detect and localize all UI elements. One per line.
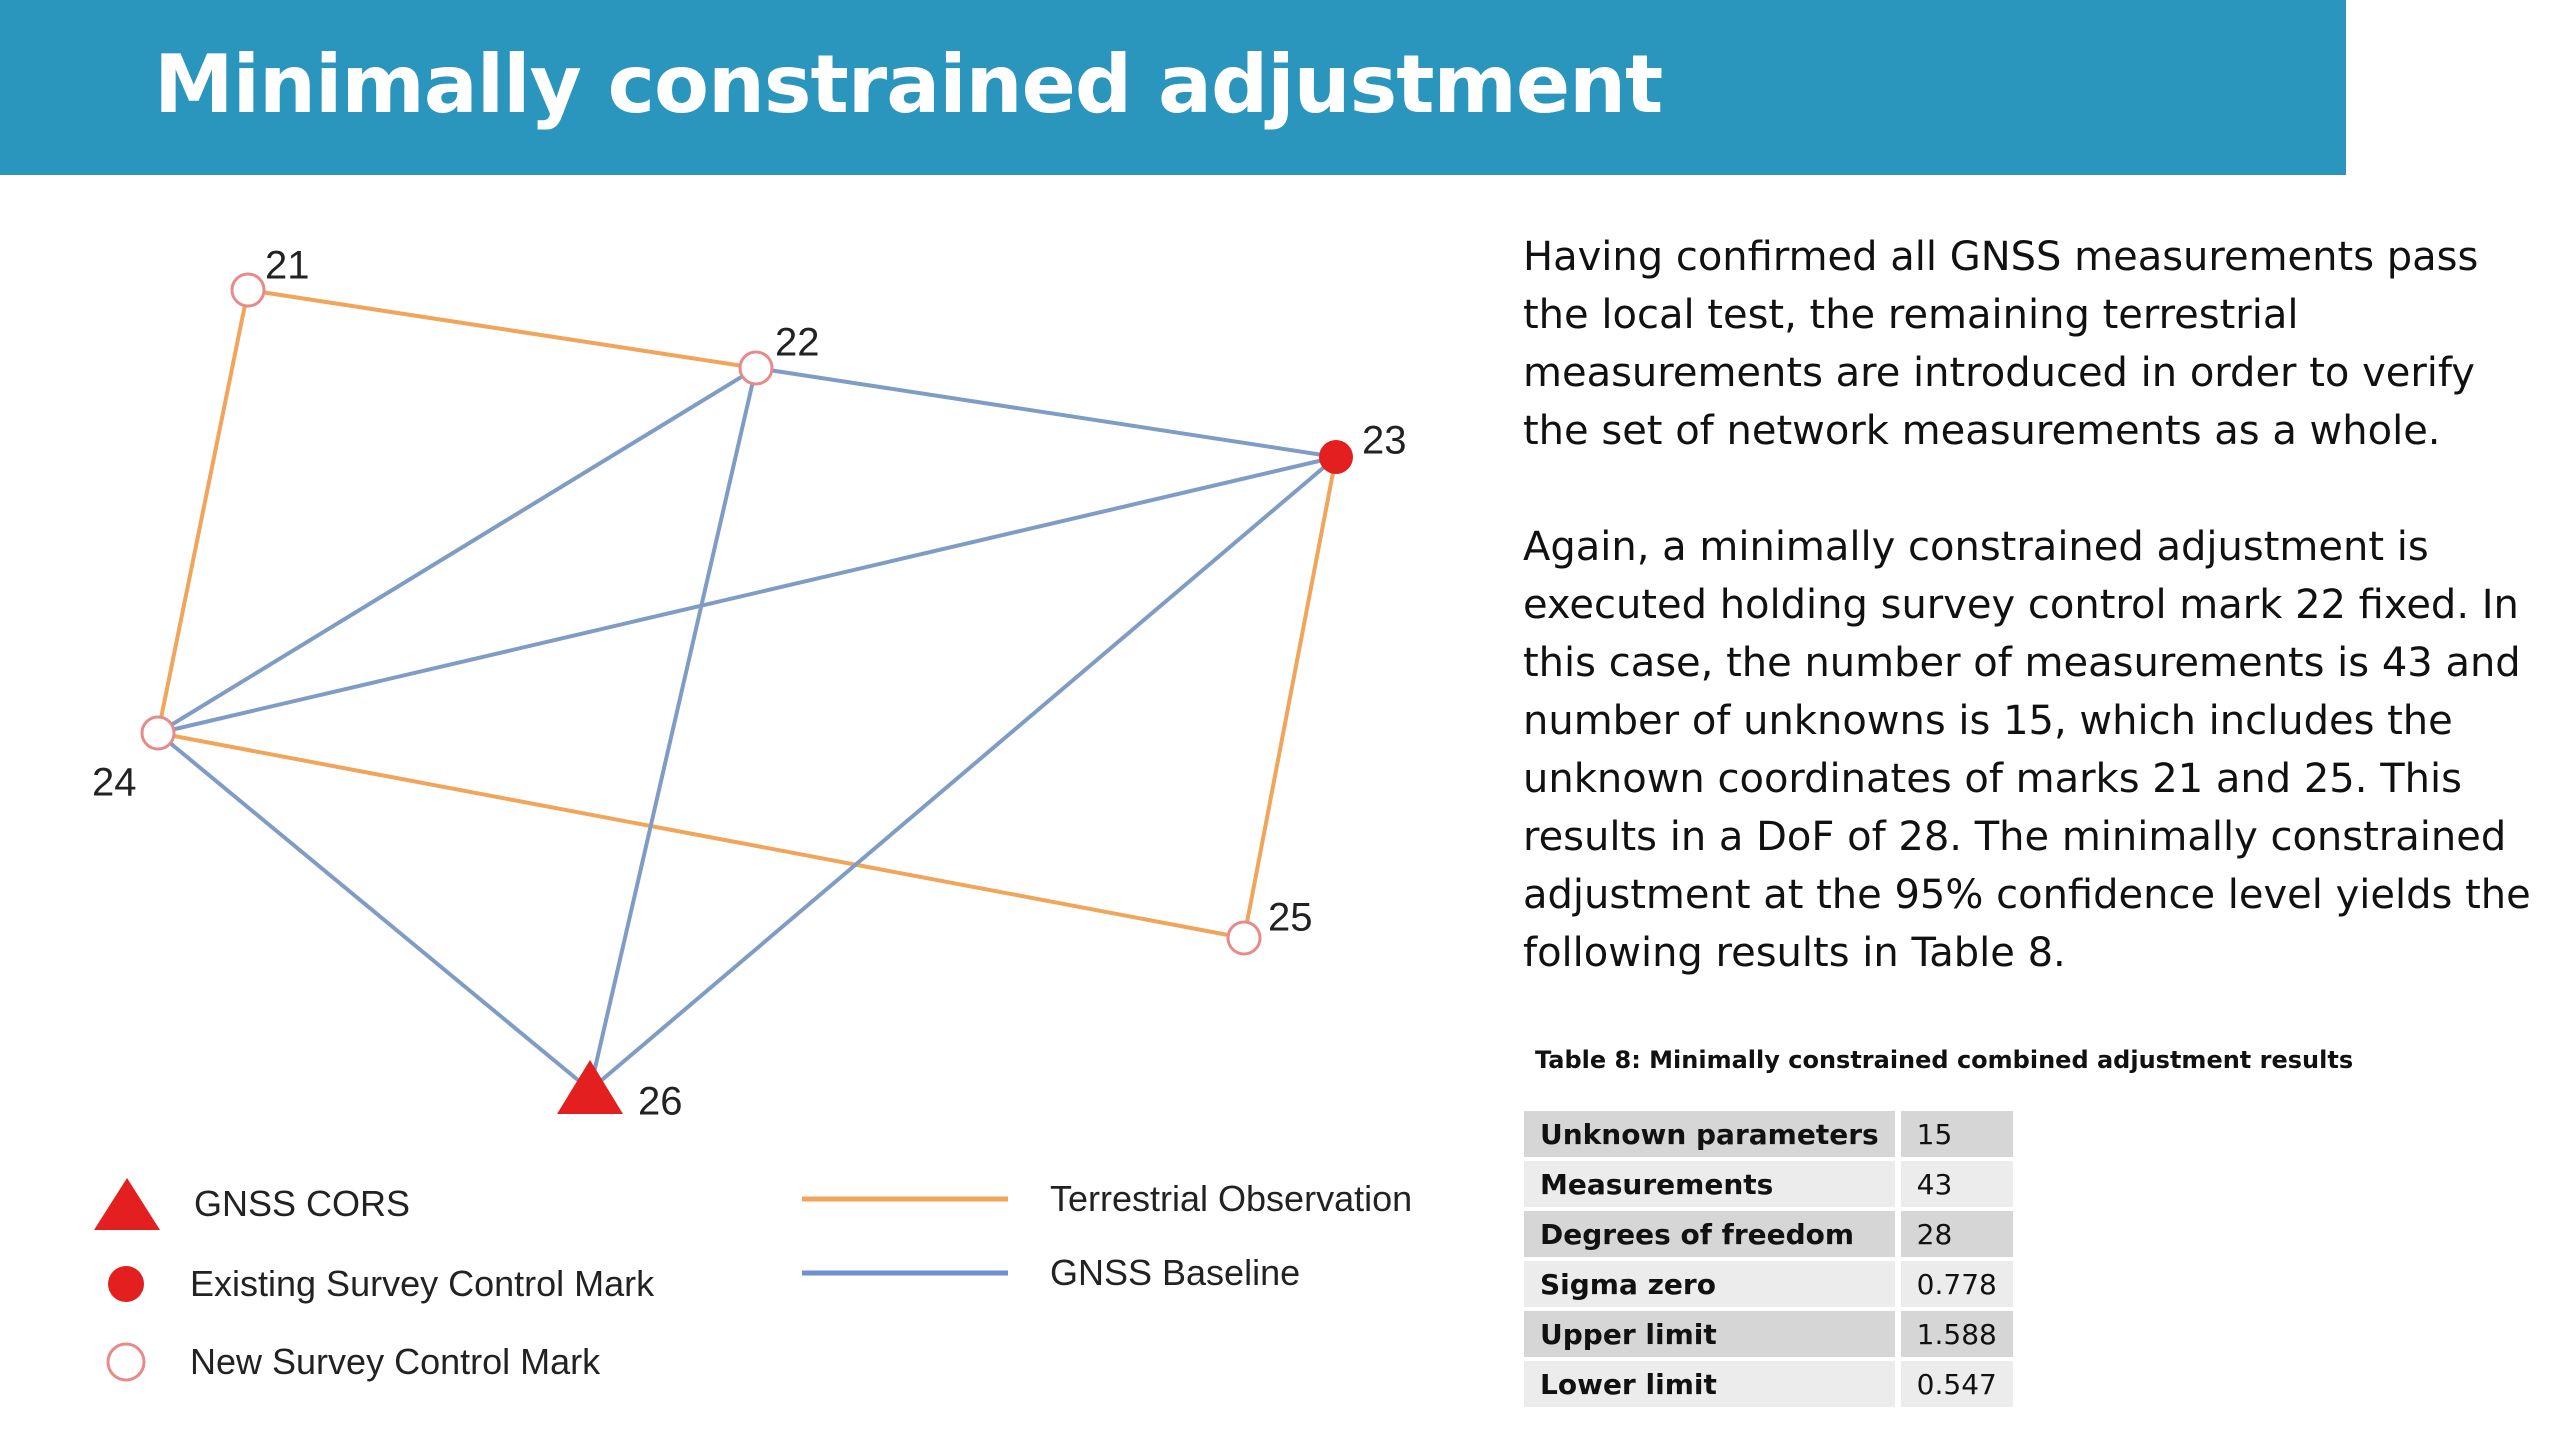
table-row-label: Measurements xyxy=(1524,1161,1895,1207)
table-caption: Table 8: Minimally constrained combined … xyxy=(1535,1046,2354,1074)
open-circle-icon xyxy=(106,1342,146,1382)
mark-25 xyxy=(1226,920,1262,956)
legend-terrestrial-label: Terrestrial Observation xyxy=(1050,1178,1413,1219)
table-row: Unknown parameters 15 xyxy=(1524,1111,2013,1157)
table-row-label: Unknown parameters xyxy=(1524,1111,1895,1157)
table-row-label: Sigma zero xyxy=(1524,1261,1895,1307)
table-row: Upper limit 1.588 xyxy=(1524,1311,2013,1357)
orange-line-icon xyxy=(802,1196,1008,1202)
table-row: Degrees of freedom 28 xyxy=(1524,1211,2013,1257)
terrestrial-observation-21-24 xyxy=(156,289,250,734)
paragraph-1: Having confirmed all GNSS measurements p… xyxy=(1523,234,2479,454)
triangle-icon xyxy=(94,1178,160,1230)
legend-existing-label: Existing Survey Control Mark xyxy=(190,1263,655,1304)
table-row-value: 1.588 xyxy=(1900,1311,2013,1357)
legend-new-label: New Survey Control Mark xyxy=(190,1341,601,1382)
table-row-value: 43 xyxy=(1900,1161,2013,1207)
table-row: Lower limit 0.547 xyxy=(1524,1361,2013,1407)
mark-24 xyxy=(140,715,176,751)
mark-label-23: 23 xyxy=(1362,419,1407,463)
legend-new: New Survey Control Mark xyxy=(104,1340,600,1384)
gnss-baseline-24-26 xyxy=(156,731,592,1092)
body-text: Having confirmed all GNSS measurements p… xyxy=(1523,228,2533,982)
legend-gnss: GNSS Baseline xyxy=(800,1252,1300,1294)
table-row-value: 0.547 xyxy=(1900,1361,2013,1407)
terrestrial-observation-24-25 xyxy=(157,731,1245,940)
table-row-label: Degrees of freedom xyxy=(1524,1211,1895,1257)
gnss-baseline-22-26 xyxy=(588,367,758,1091)
table-row: Sigma zero 0.778 xyxy=(1524,1261,2013,1307)
legend-terrestrial: Terrestrial Observation xyxy=(800,1178,1412,1220)
mark-label-22: 22 xyxy=(775,321,820,365)
blue-line-icon xyxy=(802,1270,1008,1276)
table-row-label: Lower limit xyxy=(1524,1361,1895,1407)
network-diagram: 21 22 23 24 25 26 xyxy=(92,244,1407,1124)
results-table: Unknown parameters 15 Measurements 43 Degree… xyxy=(1518,1107,2019,1411)
nodes-group xyxy=(140,272,1353,1114)
gnss-baseline-23-24 xyxy=(157,455,1337,735)
gnss-baseline-22-24 xyxy=(156,366,758,735)
legend-cors: GNSS CORS xyxy=(92,1176,410,1232)
title-bar: Minimally constrained adjustment xyxy=(0,0,2346,175)
legend-cors-label: GNSS CORS xyxy=(194,1183,411,1224)
table-row-label: Upper limit xyxy=(1524,1311,1895,1357)
terrestrial-observation-23-25 xyxy=(1242,456,1338,939)
gnss-baseline-23-26 xyxy=(588,455,1338,1092)
labels-group: 21 22 23 24 25 26 xyxy=(92,244,1407,1124)
mark-22 xyxy=(738,350,774,386)
table-row-value: 28 xyxy=(1900,1211,2013,1257)
paragraph-2: Again, a minimally constrained adjustmen… xyxy=(1523,524,2531,976)
terrestrial-observation-21-22 xyxy=(247,288,757,370)
table-row-value: 15 xyxy=(1900,1111,2013,1157)
filled-circle-icon xyxy=(108,1266,144,1302)
mark-26 xyxy=(557,1060,623,1114)
mark-label-26: 26 xyxy=(638,1080,683,1124)
table-row-value: 0.778 xyxy=(1900,1261,2013,1307)
mark-21 xyxy=(230,272,266,308)
slide-title: Minimally constrained adjustment xyxy=(154,38,1663,131)
mark-label-24: 24 xyxy=(92,761,137,805)
legend-existing: Existing Survey Control Mark xyxy=(104,1262,654,1306)
legend-gnss-label: GNSS Baseline xyxy=(1050,1252,1301,1293)
mark-label-21: 21 xyxy=(265,244,310,288)
gnss-baseline-22-23 xyxy=(755,366,1337,459)
edges-group xyxy=(156,288,1338,1092)
mark-label-25: 25 xyxy=(1268,896,1313,940)
mark-23 xyxy=(1319,440,1353,474)
table-row: Measurements 43 xyxy=(1524,1161,2013,1207)
